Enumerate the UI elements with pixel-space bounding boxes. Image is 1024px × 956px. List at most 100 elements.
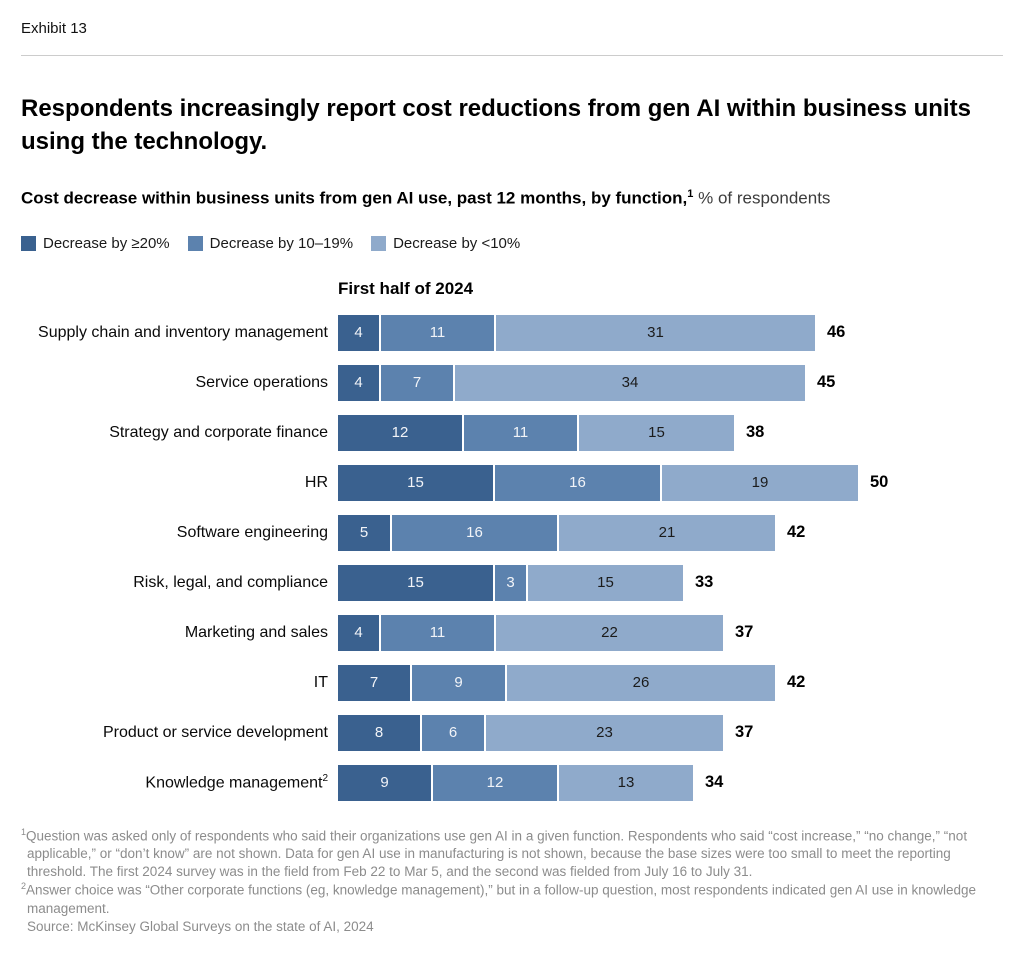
subtitle-unit-text: % of respondents <box>693 188 831 208</box>
legend-swatch-icon <box>21 235 36 251</box>
chart-subtitle: Cost decrease within business units from… <box>21 188 1003 209</box>
bar-track: 8 6 23 <box>338 714 723 751</box>
segment-value-label: 22 <box>601 624 618 642</box>
bar-segment: 4 <box>338 364 379 401</box>
segment-value-label: 19 <box>751 474 769 492</box>
chart-row: Service operations 4 7 34 45 <box>21 364 1003 401</box>
bar-segment: 15 <box>579 414 734 451</box>
bar-segment: 3 <box>495 564 526 601</box>
bar-track: 12 11 15 <box>338 414 734 451</box>
segment-value-label: 12 <box>486 774 504 792</box>
category-label: Marketing and sales <box>184 624 328 642</box>
bar-track: 4 11 31 <box>338 314 815 351</box>
segment-value-label: 13 <box>617 774 635 792</box>
bar-total-label: 37 <box>735 623 754 642</box>
segment-value-label: 26 <box>632 674 650 692</box>
bar-segment: 23 <box>486 714 723 751</box>
bar-segment: 22 <box>496 614 723 651</box>
category-label: Risk, legal, and compliance <box>133 574 328 592</box>
chart-row: IT 7 9 26 42 <box>21 664 1003 701</box>
segment-value-label: 15 <box>597 574 614 592</box>
legend-item-label: Decrease by <10% <box>393 234 521 252</box>
footnote-marker: 1 <box>21 826 27 837</box>
bar-segment: 7 <box>381 364 453 401</box>
stacked-bar-chart: Supply chain and inventory management 4 11… <box>21 314 1003 801</box>
bar-segment: 4 <box>338 614 379 651</box>
exhibit-label: Exhibit 13 <box>21 20 87 37</box>
bar-track: 5 16 21 <box>338 514 775 551</box>
bar-total-label: 34 <box>705 773 724 792</box>
segment-value-label: 12 <box>391 424 409 442</box>
bar-segment: 19 <box>662 464 858 501</box>
footnotes: 1Question was asked only of respondents … <box>21 827 1003 936</box>
legend-item-2: Decrease by <10% <box>371 235 520 252</box>
category-label: HR <box>304 474 328 492</box>
segment-value-label: 11 <box>429 624 446 642</box>
segment-value-label: 4 <box>354 324 363 342</box>
legend-item-1: Decrease by 10–19% <box>187 234 354 252</box>
bar-total-label: 46 <box>827 323 846 342</box>
legend: Decrease by ≥20% Decrease by 10–19% Decrea… <box>21 235 1003 252</box>
page-title: Respondents increasingly report cost red… <box>21 95 971 156</box>
segment-value-label: 11 <box>512 424 529 442</box>
bar-segment: 9 <box>338 764 431 801</box>
bar-track: 15 3 15 <box>338 564 683 601</box>
top-divider <box>21 55 1003 56</box>
category-footnote-marker: 2 <box>322 773 328 785</box>
bar-segment: 8 <box>338 714 420 751</box>
category-label: Service operations <box>195 374 328 392</box>
bar-segment: 12 <box>338 414 462 451</box>
segment-value-label: 11 <box>429 324 446 342</box>
segment-value-label: 4 <box>354 374 363 392</box>
segment-value-label: 4 <box>354 624 363 642</box>
bar-segment: 31 <box>496 314 815 351</box>
segment-value-label: 15 <box>407 474 424 492</box>
chart-row: HR 15 16 19 50 <box>21 464 1003 501</box>
chart-row: Knowledge management2 9 12 13 34 <box>21 764 1003 801</box>
legend-item-label: Decrease by 10–19% <box>209 234 354 252</box>
category-label: Supply chain and inventory management <box>38 324 328 342</box>
legend-swatch-icon <box>371 235 387 251</box>
legend-swatch-icon <box>187 235 203 251</box>
bar-segment: 4 <box>338 314 379 351</box>
segment-value-label: 15 <box>407 574 424 592</box>
footnote-1: 1Question was asked only of respondents … <box>21 826 968 880</box>
bar-segment: 21 <box>559 514 775 551</box>
chart-row: Risk, legal, and compliance 15 3 15 33 <box>21 564 1003 601</box>
segment-value-label: 6 <box>448 724 458 742</box>
segment-value-label: 16 <box>569 474 586 492</box>
chart-period-title: First half of 2024 <box>338 278 474 298</box>
subtitle-bold-text: Cost decrease within business units from… <box>21 188 688 208</box>
category-label: Software engineering <box>176 524 328 542</box>
bar-segment: 11 <box>381 314 494 351</box>
bar-segment: 11 <box>381 614 494 651</box>
segment-value-label: 5 <box>359 524 369 542</box>
legend-item-0: Decrease by ≥20% <box>21 235 170 252</box>
chart-row: Supply chain and inventory management 4 11… <box>21 314 1003 351</box>
bar-segment: 15 <box>338 564 493 601</box>
segment-value-label: 16 <box>466 524 483 542</box>
bar-total-label: 38 <box>746 423 765 442</box>
category-label: Strategy and corporate finance <box>109 424 328 442</box>
bar-segment: 15 <box>528 564 683 601</box>
segment-value-label: 9 <box>454 674 463 692</box>
segment-value-label: 23 <box>596 724 613 742</box>
bar-segment: 13 <box>559 764 693 801</box>
chart-row: Strategy and corporate finance 12 11 15 38 <box>21 414 1003 451</box>
bar-track: 4 7 34 <box>338 364 805 401</box>
bar-segment: 16 <box>495 464 660 501</box>
bar-total-label: 37 <box>735 723 754 742</box>
footnote-2: 2Answer choice was “Other corporate func… <box>21 881 977 916</box>
bar-total-label: 42 <box>787 523 806 542</box>
bar-segment: 26 <box>507 664 775 701</box>
segment-value-label: 7 <box>369 674 379 692</box>
chart-row: Product or service development 8 6 23 37 <box>21 714 1003 751</box>
bar-segment: 9 <box>412 664 505 701</box>
segment-value-label: 34 <box>621 374 639 392</box>
segment-value-label: 9 <box>380 774 389 792</box>
bar-track: 15 16 19 <box>338 464 858 501</box>
bar-track: 7 9 26 <box>338 664 775 701</box>
source-line: Source: McKinsey Global Surveys on the s… <box>27 918 374 934</box>
subtitle-footnote-marker: 1 <box>687 188 694 201</box>
